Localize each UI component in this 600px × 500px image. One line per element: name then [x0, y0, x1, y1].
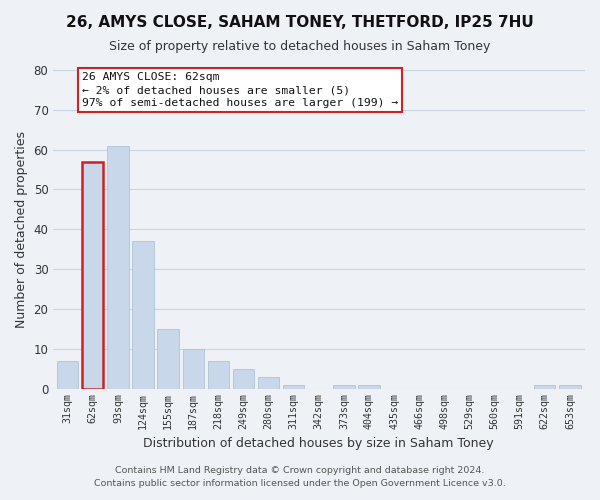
- Bar: [82, 162, 103, 388]
- Bar: [107, 146, 128, 388]
- Bar: [258, 376, 279, 388]
- Bar: [233, 368, 254, 388]
- Bar: [208, 360, 229, 388]
- Bar: [358, 384, 380, 388]
- Y-axis label: Number of detached properties: Number of detached properties: [15, 130, 28, 328]
- Bar: [534, 384, 556, 388]
- Bar: [57, 360, 79, 388]
- Text: 26, AMYS CLOSE, SAHAM TONEY, THETFORD, IP25 7HU: 26, AMYS CLOSE, SAHAM TONEY, THETFORD, I…: [66, 15, 534, 30]
- X-axis label: Distribution of detached houses by size in Saham Toney: Distribution of detached houses by size …: [143, 437, 494, 450]
- Text: Size of property relative to detached houses in Saham Toney: Size of property relative to detached ho…: [109, 40, 491, 53]
- Text: 26 AMYS CLOSE: 62sqm
← 2% of detached houses are smaller (5)
97% of semi-detache: 26 AMYS CLOSE: 62sqm ← 2% of detached ho…: [82, 72, 398, 108]
- Bar: [133, 241, 154, 388]
- Bar: [182, 348, 204, 389]
- Text: Contains HM Land Registry data © Crown copyright and database right 2024.
Contai: Contains HM Land Registry data © Crown c…: [94, 466, 506, 487]
- Bar: [157, 329, 179, 388]
- Bar: [333, 384, 355, 388]
- Bar: [283, 384, 304, 388]
- Bar: [82, 162, 103, 388]
- Bar: [559, 384, 581, 388]
